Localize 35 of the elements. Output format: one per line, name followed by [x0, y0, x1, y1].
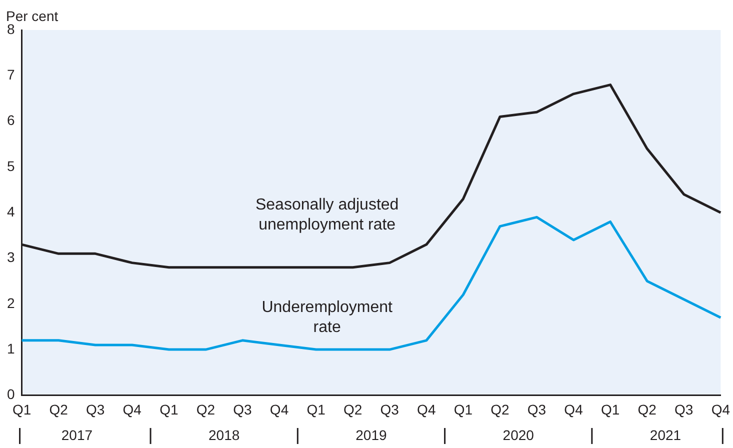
y-tick-label: 2 [6, 294, 15, 311]
y-tick-label: 6 [6, 112, 15, 128]
x-tick-label: Q4 [711, 401, 730, 418]
x-tick-label: Q1 [454, 401, 473, 418]
x-tick-label: Q2 [343, 401, 362, 418]
x-tick-label: Q3 [86, 401, 105, 418]
x-tick-label: Q4 [564, 401, 584, 418]
text: 2017 [61, 426, 93, 443]
x-tick-label: Q1 [306, 401, 326, 418]
text: 2021 [650, 426, 682, 443]
x-tick-label: Q2 [490, 401, 510, 418]
y-tick-label: 3 [6, 249, 15, 266]
text: 2019 [356, 426, 388, 443]
x-tick-label: Q3 [674, 401, 694, 418]
text: 2018 [208, 426, 240, 443]
y-tick-label: 5 [6, 158, 15, 174]
y-tick-label: 0 [6, 386, 15, 402]
y-tick-label: 1 [6, 340, 15, 356]
x-tick-label: Q1 [12, 401, 32, 418]
x-tick-label: Q2 [638, 401, 657, 418]
x-tick-label: Q4 [270, 401, 289, 418]
series-label: Seasonally adjusted unemployment rate [255, 196, 399, 234]
x-tick-label: Q4 [122, 401, 142, 418]
y-tick-label: 7 [6, 66, 15, 83]
series-label: Underemployment rate [262, 299, 393, 336]
text: 2020 [502, 426, 534, 443]
x-tick-label: Q3 [527, 401, 546, 418]
x-tick-label: Q2 [49, 401, 68, 418]
x-tick-label: Q1 [600, 401, 620, 418]
y-tick-label: 4 [6, 203, 15, 220]
x-tick-label: Q1 [160, 401, 178, 418]
x-tick-label: Q3 [380, 401, 400, 418]
x-tick-label: Q2 [196, 401, 216, 418]
x-tick-label: Q3 [233, 401, 252, 418]
x-tick-label: Q4 [417, 401, 436, 418]
